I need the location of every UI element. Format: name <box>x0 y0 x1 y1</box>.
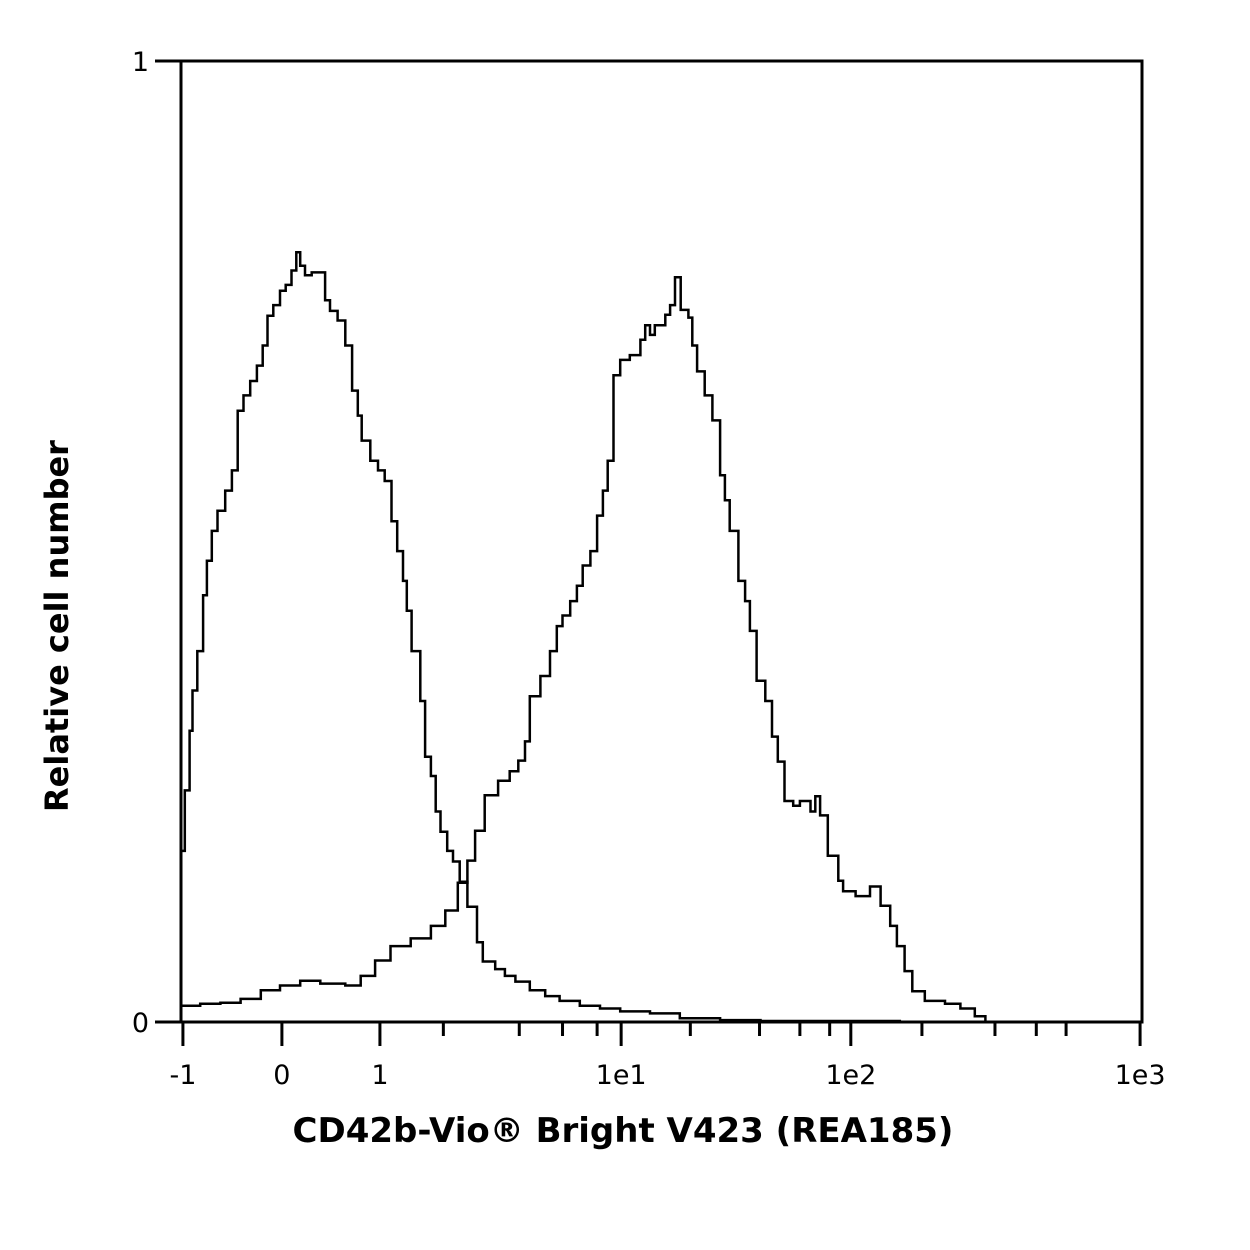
y-tick-label: 0 <box>132 1008 149 1039</box>
plot-frame <box>179 59 1144 1024</box>
negative-control-curve <box>179 250 1142 1024</box>
x-tick-label: 1e3 <box>1115 1060 1166 1091</box>
y-axis-title: Relative cell number <box>38 440 76 812</box>
y-axis-ticks: 01 <box>132 47 181 1039</box>
stained-sample-curve <box>181 275 1142 1024</box>
x-tick-label: 0 <box>273 1060 290 1091</box>
y-tick-label: 1 <box>132 47 149 78</box>
x-tick-label: 1e2 <box>825 1060 876 1091</box>
x-tick-label: 1 <box>371 1060 388 1091</box>
series-layer <box>179 250 1142 1024</box>
x-tick-label: 1e1 <box>596 1060 647 1091</box>
x-tick-label: -1 <box>169 1060 196 1091</box>
x-axis-ticks: -1 0 1 1e1 1e2 1e3 <box>169 1022 1166 1091</box>
x-axis-title: CD42b-Vio® Bright V423 (REA185) <box>293 1111 954 1151</box>
